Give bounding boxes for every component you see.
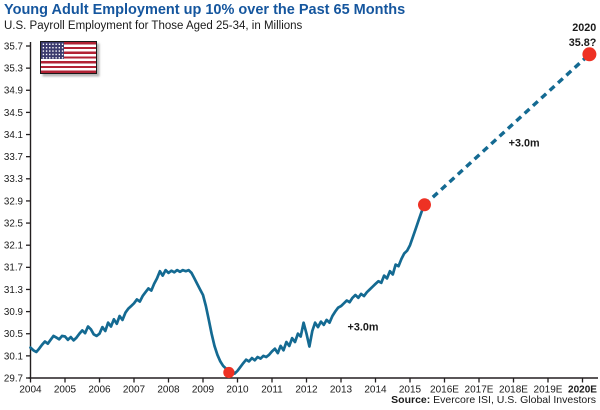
data-point-marker xyxy=(582,47,597,62)
x-tick-label: 2011 xyxy=(261,385,283,396)
source-text: Evercore ISI, U.S. Global Investors xyxy=(430,394,596,406)
y-tick-label: 35.7 xyxy=(4,41,23,52)
y-tick-label: 35.3 xyxy=(4,64,24,75)
x-tick-label: 2005 xyxy=(54,385,77,396)
x-tick-label: 2016E xyxy=(430,385,459,396)
x-tick-label: 2019E xyxy=(534,385,563,396)
data-point-marker xyxy=(417,198,431,212)
x-tick-label: 2017E xyxy=(465,385,494,396)
y-tick-label: 30.1 xyxy=(4,351,23,362)
x-tick-label: 2013 xyxy=(330,385,353,396)
y-tick-label: 32.9 xyxy=(4,196,23,207)
y-tick-label: 30.5 xyxy=(4,329,24,340)
y-tick-label: 34.1 xyxy=(4,130,23,141)
x-tick-label: 2015 xyxy=(399,385,422,396)
y-tick-label: 30.9 xyxy=(4,307,23,318)
x-tick-label: 2007 xyxy=(123,385,146,396)
annotation-text: 35.8? xyxy=(569,37,597,49)
y-tick-label: 33.3 xyxy=(4,174,24,185)
x-tick-label: 2020E xyxy=(568,385,597,396)
x-tick-label: 2006 xyxy=(88,385,111,396)
y-tick-label: 34.9 xyxy=(4,86,23,97)
y-tick-label: 31.7 xyxy=(4,263,23,274)
flag-canton xyxy=(41,42,64,59)
y-tick-label: 33.7 xyxy=(4,152,23,163)
employment-line xyxy=(29,203,426,375)
page-title: Young Adult Employment up 10% over the P… xyxy=(4,2,406,18)
x-tick-label: 2004 xyxy=(19,385,42,396)
y-tick-label: 32.5 xyxy=(4,218,24,229)
y-tick-label: 31.3 xyxy=(4,285,24,296)
annotation-text: +3.0m xyxy=(348,321,379,333)
y-tick-label: 32.1 xyxy=(4,241,23,252)
x-tick-label: 2010 xyxy=(226,385,249,396)
annotation-text: 2020 xyxy=(572,22,596,34)
data-point-marker xyxy=(223,366,235,379)
source-credit: Source: Evercore ISI, U.S. Global Invest… xyxy=(391,394,596,406)
x-tick-label: 2008 xyxy=(157,385,180,396)
x-tick-label: 2012 xyxy=(295,385,318,396)
projection-line xyxy=(423,53,591,207)
x-tick-label: 2009 xyxy=(192,385,215,396)
chart-subtitle: U.S. Payroll Employment for Those Aged 2… xyxy=(4,20,303,32)
annotation-text: +3.0m xyxy=(509,138,540,150)
y-tick-label: 29.7 xyxy=(4,373,23,384)
x-tick-label: 2018E xyxy=(499,385,528,396)
x-tick-label: 2014 xyxy=(364,385,387,396)
source-label: Source: xyxy=(391,394,431,406)
us-flag-icon xyxy=(40,41,97,74)
y-tick-label: 34.5 xyxy=(4,108,24,119)
